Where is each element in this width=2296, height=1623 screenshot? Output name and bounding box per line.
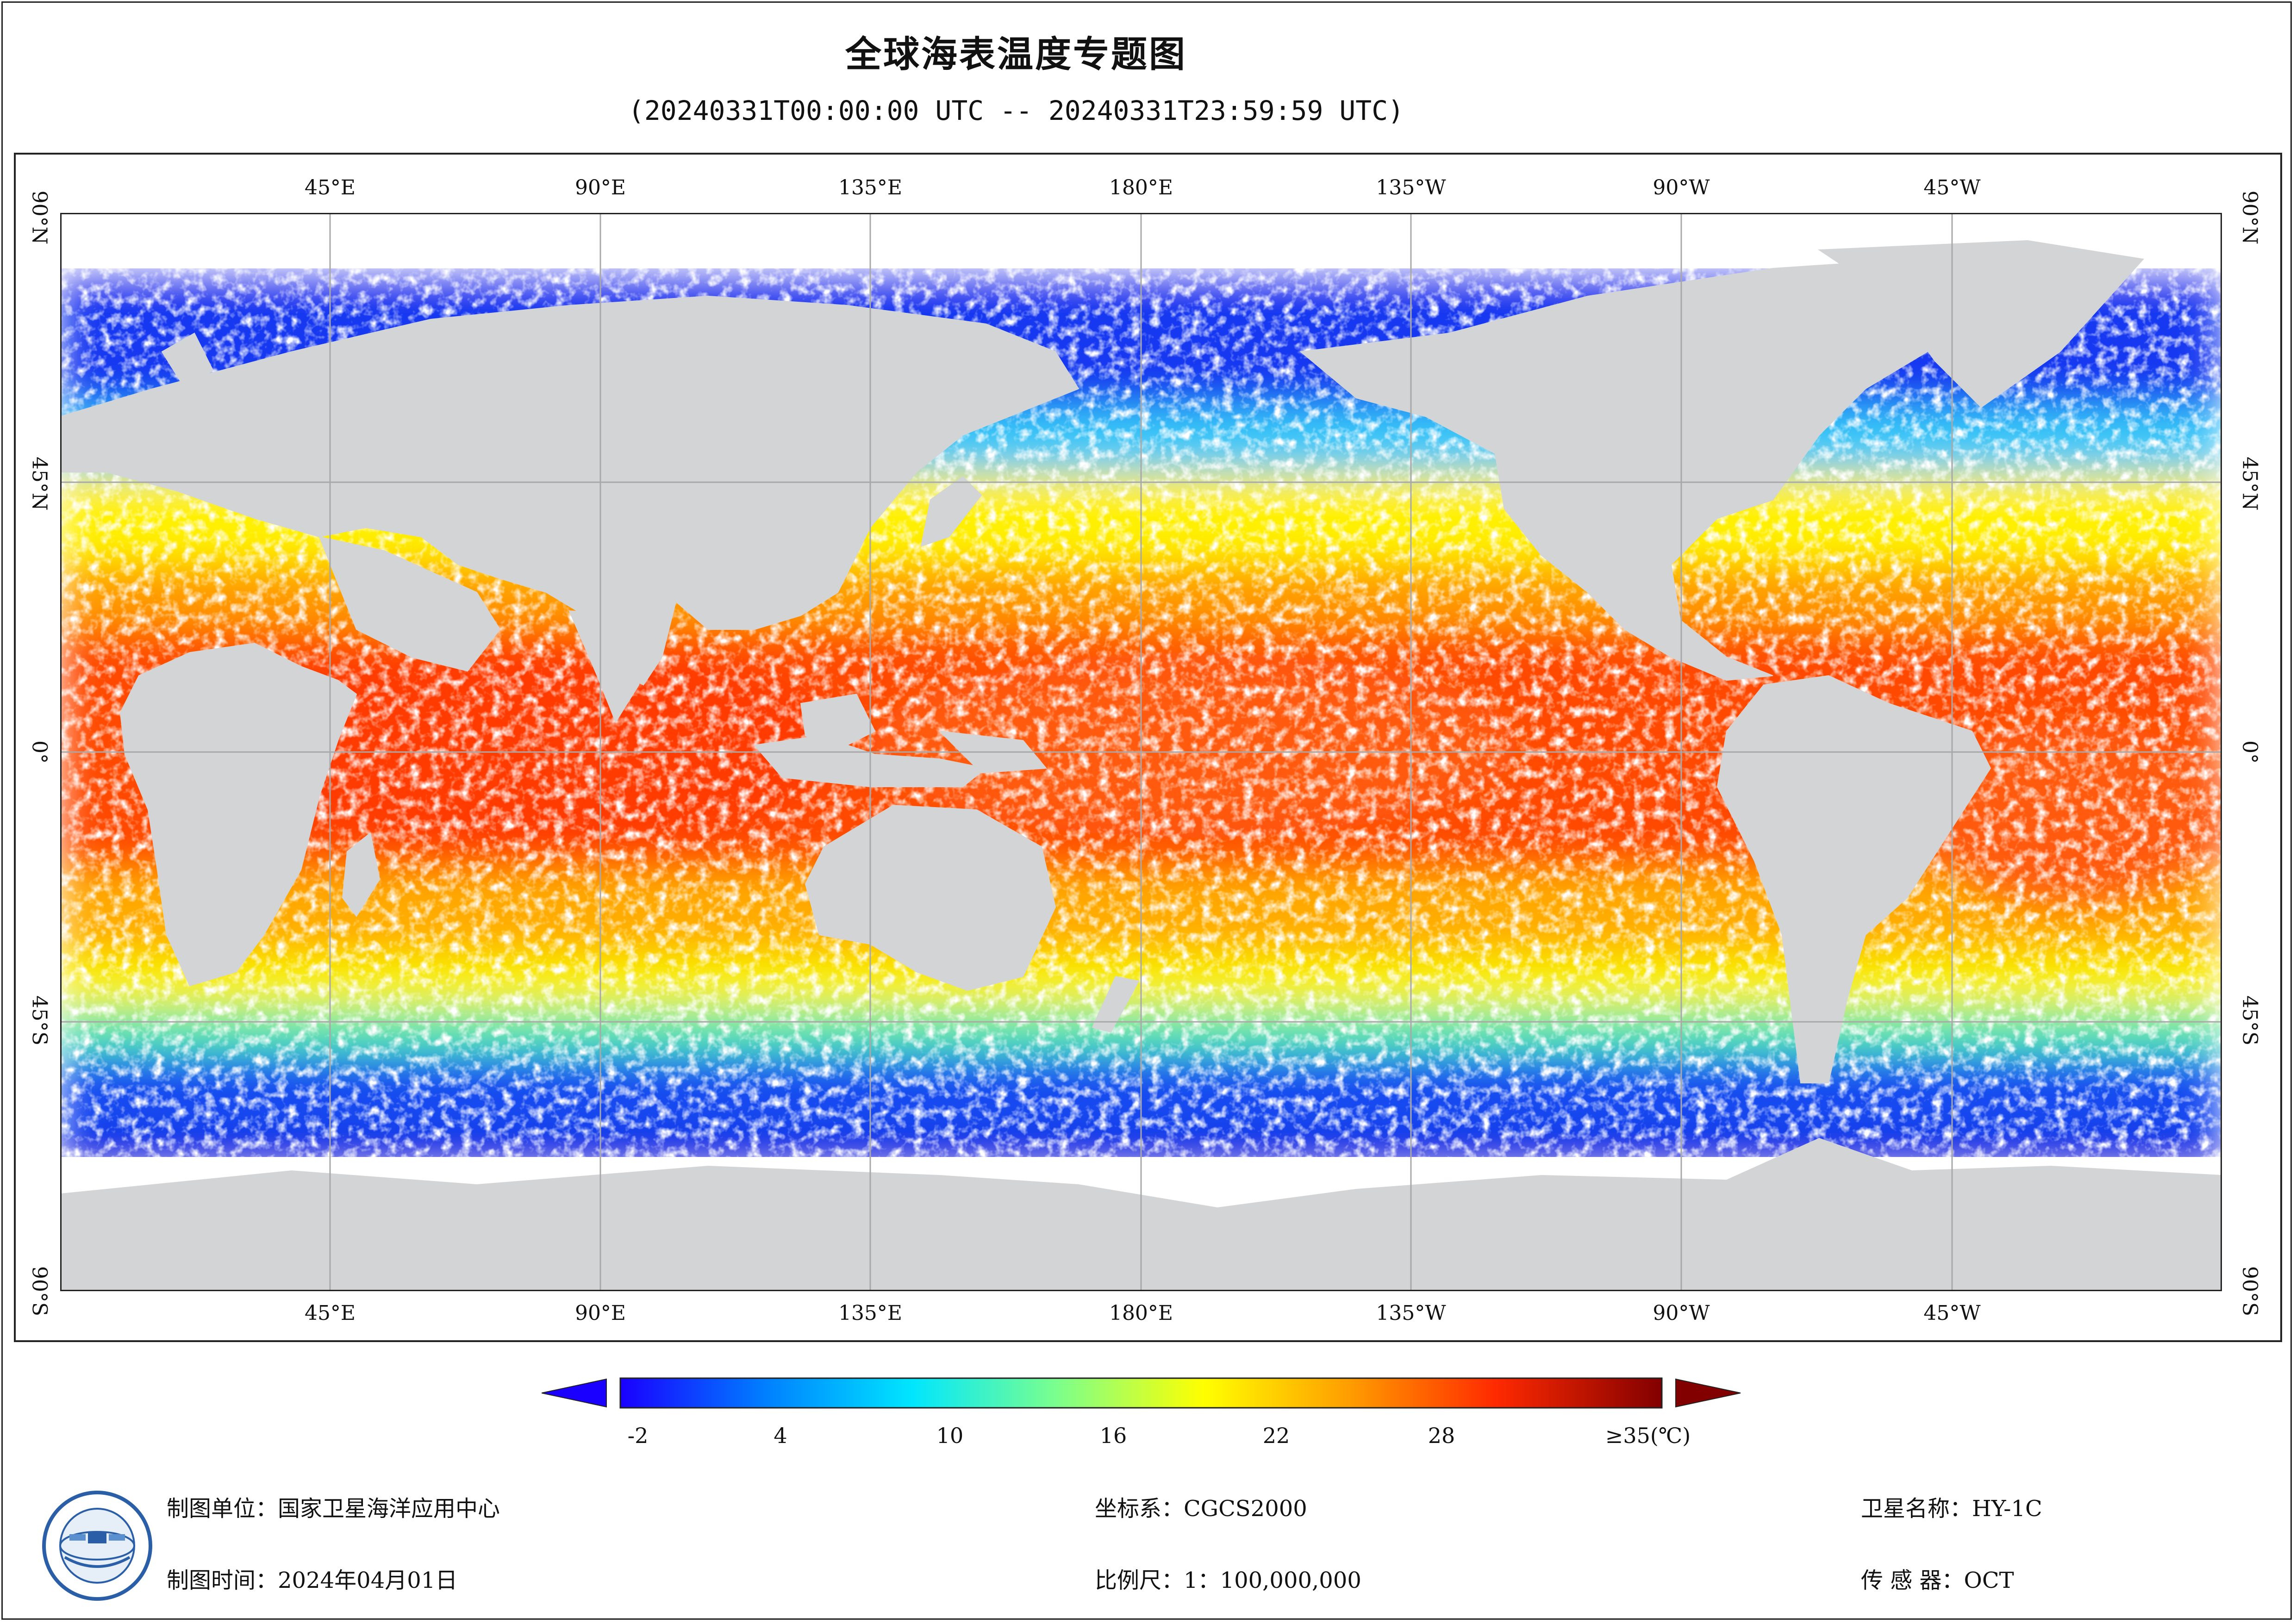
colorbar-label-4: 4 — [774, 1423, 787, 1448]
time-range-subtitle: (20240331T00:00:00 UTC -- 20240331T23:59… — [628, 95, 1404, 126]
footer-sensor: 传 感 器：OCT — [1861, 1567, 2014, 1593]
bottom-tick-90w: 90°W — [1653, 1301, 1710, 1325]
footer-producer: 制图单位：国家卫星海洋应用中心 — [167, 1496, 500, 1522]
colorbar-ramp — [619, 1377, 1663, 1409]
colorbar-label-16: 16 — [1099, 1423, 1127, 1448]
top-tick-90e: 90°E — [574, 176, 626, 199]
colorbar-label-22: 22 — [1262, 1423, 1290, 1448]
colorbar-low-arrow — [542, 1378, 607, 1408]
footer-crs: 坐标系：CGCS2000 — [1095, 1496, 1307, 1522]
colorbar-high-arrow — [1675, 1378, 1741, 1408]
left-tick-45s: 45°S — [27, 995, 51, 1046]
graticule — [60, 213, 2222, 1291]
left-tick-90n: 90°N — [27, 190, 51, 245]
top-tick-180: 180°E — [1109, 176, 1173, 199]
top-tick-45e: 45°E — [304, 176, 356, 199]
bottom-tick-180: 180°E — [1109, 1301, 1173, 1325]
top-tick-90w: 90°W — [1653, 176, 1710, 199]
page-title: 全球海表温度专题图 — [845, 34, 1187, 75]
bottom-tick-45e: 45°E — [304, 1301, 356, 1325]
nsoas-logo-icon — [42, 1491, 152, 1601]
colorbar-label-10: 10 — [936, 1423, 964, 1448]
map-frame — [14, 153, 2282, 1342]
bottom-tick-90e: 90°E — [574, 1301, 626, 1325]
left-tick-0: 0° — [27, 740, 51, 764]
footer-date: 制图时间：2024年04月01日 — [167, 1567, 458, 1593]
right-tick-45s: 45°S — [2238, 995, 2262, 1046]
colorbar-label-35: ≥35(℃) — [1605, 1423, 1691, 1448]
top-tick-135e: 135°E — [838, 176, 903, 199]
sst-map[interactable] — [60, 213, 2222, 1291]
bottom-tick-135e: 135°E — [838, 1301, 903, 1325]
right-tick-90s: 90°S — [2238, 1266, 2262, 1317]
bottom-tick-135w: 135°W — [1376, 1301, 1446, 1325]
left-tick-90s: 90°S — [27, 1266, 51, 1317]
top-tick-45w: 45°W — [1923, 176, 1981, 199]
right-tick-45n: 45°N — [2238, 456, 2262, 511]
top-tick-135w: 135°W — [1376, 176, 1446, 199]
left-tick-45n: 45°N — [27, 456, 51, 511]
colorbar-label-neg2: -2 — [627, 1423, 649, 1448]
colorbar-label-28: 28 — [1428, 1423, 1455, 1448]
right-tick-90n: 90°N — [2238, 190, 2262, 245]
bottom-tick-45w: 45°W — [1923, 1301, 1981, 1325]
footer-scale: 比例尺：1：100,000,000 — [1095, 1567, 1361, 1593]
right-tick-0: 0° — [2238, 740, 2262, 764]
sst-colorbar — [542, 1377, 1741, 1409]
footer-satellite: 卫星名称：HY-1C — [1861, 1496, 2042, 1522]
